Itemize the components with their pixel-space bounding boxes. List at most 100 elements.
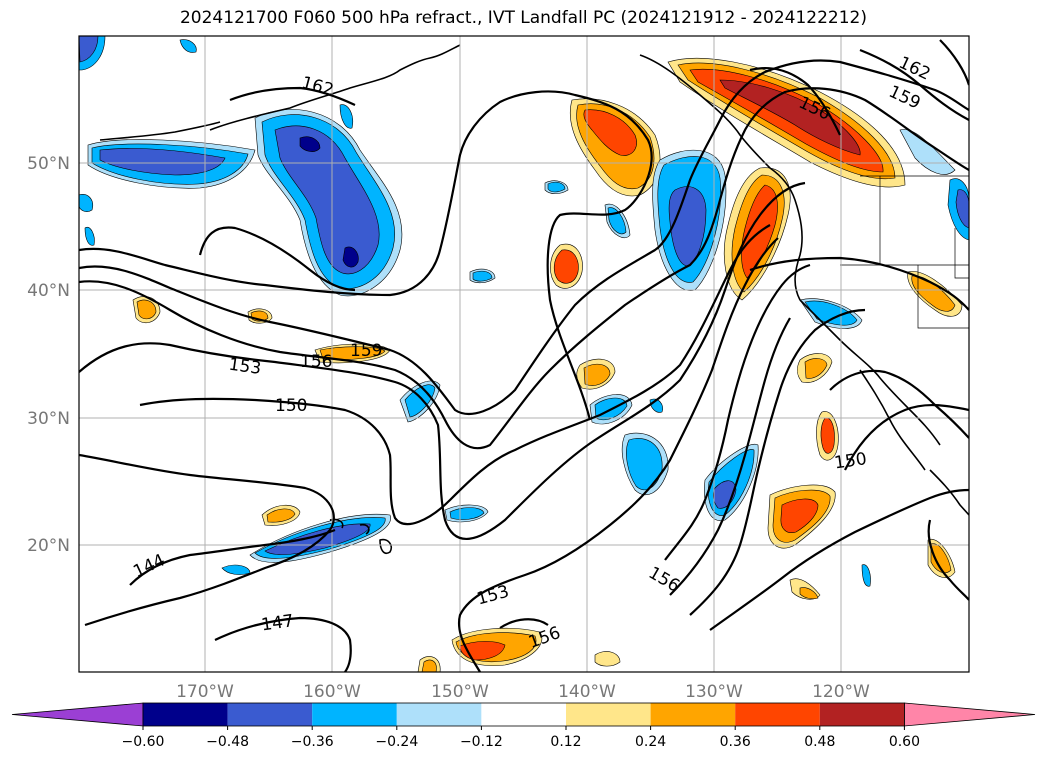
field-neg-light [472, 270, 493, 282]
colorbar-swatch [396, 703, 482, 726]
colorbar-frame [142, 702, 905, 727]
colorbar-tick-label: 0.12 [550, 734, 581, 750]
gridlines [79, 36, 969, 672]
lat-label: 20°N [27, 536, 70, 556]
field-pos-light [930, 543, 952, 574]
contour-label: 150 [833, 449, 868, 473]
lat-label: 30°N [27, 409, 70, 429]
colorbar-tick-label: −0.60 [122, 734, 165, 750]
contour-line [939, 39, 969, 86]
contour-line [79, 59, 969, 415]
colorbar-extend-right [904, 702, 1036, 727]
field-pos-light [266, 508, 296, 523]
borders [840, 175, 969, 329]
contour-line [664, 263, 811, 561]
colorbar: −0.60 −0.48 −0.36 −0.24 −0.12 0.12 0.24 0.36 0.4… [11, 702, 1036, 750]
contour-line [859, 48, 969, 121]
colorbar-tick-label: −0.12 [460, 734, 503, 750]
colorbar-swatch [735, 703, 820, 726]
contour-line [198, 226, 356, 292]
field-neg-light [547, 181, 566, 193]
colorbar-tick-label: −0.36 [291, 734, 334, 750]
longitude-labels: 170°W 160°W 150°W 140°W 130°W 120°W [176, 682, 870, 702]
field-pos-light [421, 659, 437, 672]
contour-line [229, 86, 356, 106]
colorbar-swatch [143, 703, 228, 726]
field-neg-light [861, 564, 871, 587]
contour-line [457, 237, 779, 672]
field-pos-light [804, 358, 828, 379]
field-neg-mid [264, 523, 371, 556]
field-neg-light [84, 226, 95, 246]
contour-line [689, 308, 866, 616]
contour-line [214, 616, 352, 672]
contour-line [844, 403, 969, 471]
field-neg-light [626, 438, 663, 491]
field-pos-mid [780, 498, 819, 533]
colorbar-tick-label: −0.24 [375, 734, 418, 750]
colorbar-swatch [819, 703, 905, 726]
field-neg-mid [99, 148, 226, 176]
bc-coast [769, 167, 803, 301]
field-neg-light [339, 104, 353, 129]
field-pos-mid [820, 417, 835, 454]
contour-line [669, 317, 791, 596]
colorbar-swatch [650, 703, 736, 726]
contour-label: 159 [350, 341, 382, 361]
field-neg-light [449, 507, 485, 520]
field-neg-light [179, 39, 197, 53]
map-title: 2024121700 F060 500 hPa refract., IVT La… [179, 8, 867, 28]
field-pos-mid [553, 249, 579, 284]
colorbar-tick-label: 0.48 [804, 734, 835, 750]
contour-line [79, 90, 653, 421]
contour-line [79, 181, 806, 540]
contour-line [499, 618, 549, 629]
contour-label: 153 [227, 355, 262, 379]
us-west-coast [799, 299, 941, 446]
colorbar-tick-label: 0.36 [720, 734, 751, 750]
lon-label: 160°W [303, 682, 361, 702]
baja-coast [859, 369, 926, 471]
colorbar-swatch [227, 703, 313, 726]
colorbar-extend-left [11, 702, 144, 727]
lon-label: 130°W [685, 682, 743, 702]
state-border [840, 176, 969, 329]
lon-label: 120°W [812, 682, 870, 702]
contour-line [79, 453, 335, 627]
coastlines [99, 44, 969, 555]
height-contours [79, 39, 969, 672]
field-pos-light [799, 587, 819, 600]
alaska-coastline [209, 44, 461, 131]
contour-label: 156 [300, 352, 332, 372]
lat-label: 40°N [27, 281, 70, 301]
colorbar-tick-label: 0.60 [889, 734, 920, 750]
colorbar-swatch [566, 703, 651, 726]
aleutian-islands [99, 121, 221, 141]
contour-line [129, 528, 336, 586]
field-neg-mid [955, 189, 969, 229]
contour-line [749, 256, 969, 311]
field-neg-strong [299, 136, 321, 152]
field-neg-strong [342, 246, 359, 268]
map-frame [78, 35, 970, 673]
contour-line [749, 67, 841, 136]
contour-line [79, 87, 969, 450]
colorbar-swatch [481, 703, 566, 726]
colorbar-tick-label: −0.48 [206, 734, 249, 750]
colorbar-tick-label: 0.24 [635, 734, 666, 750]
contour-line [139, 224, 771, 526]
lon-label: 140°W [558, 682, 616, 702]
contour-line [927, 519, 969, 601]
mexico-coast [929, 469, 969, 516]
contour-label: 150 [275, 396, 307, 416]
lat-label: 50°N [27, 154, 70, 174]
field-pos-light [583, 363, 611, 386]
field-neg-light [79, 194, 93, 212]
field-pos-light [136, 299, 157, 320]
latitude-labels: 50°N 40°N 30°N 20°N [27, 154, 70, 556]
contour-label: 147 [260, 611, 295, 635]
colorbar-swatch [312, 703, 397, 726]
lon-label: 170°W [176, 682, 234, 702]
contour-line [709, 488, 969, 631]
alaska-panhandle [639, 54, 771, 169]
